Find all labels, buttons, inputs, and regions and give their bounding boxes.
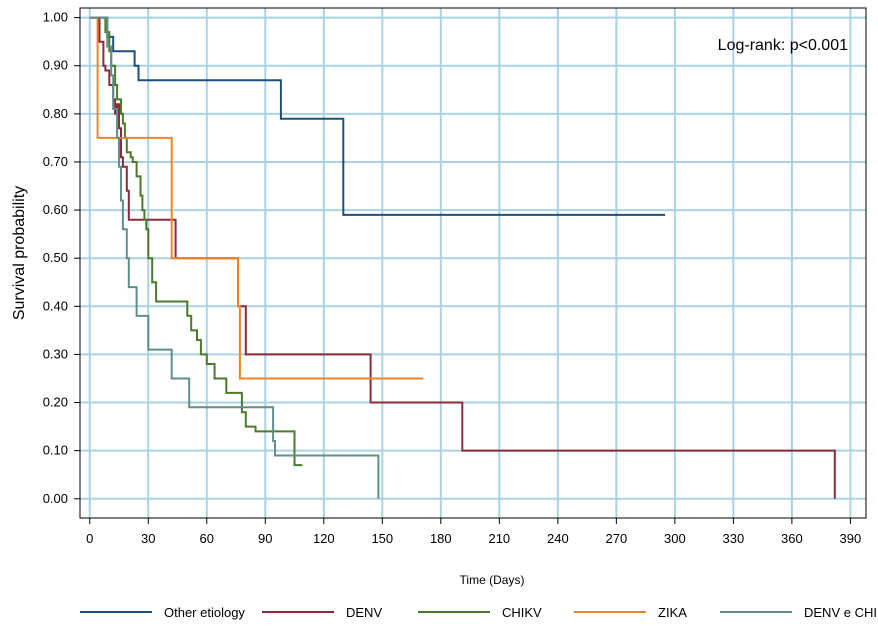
legend-item-chikv: CHIKV	[418, 600, 542, 624]
y-tick-label: 0.40	[43, 298, 68, 313]
logrank-annotation: Log-rank: p<0.001	[718, 37, 848, 54]
grid-lines	[80, 8, 866, 518]
series-line-denv-e-chikv	[89, 16, 380, 499]
x-tick-label: 240	[547, 531, 569, 546]
x-tick-label: 30	[141, 531, 155, 546]
x-tick-label: 360	[781, 531, 803, 546]
y-tick-label: 0.00	[43, 491, 68, 506]
y-tick-label: 0.70	[43, 154, 68, 169]
legend: Other etiology DENV CHIKV ZIKA DENV e CHIKV	[0, 600, 878, 624]
x-tick-label: 180	[430, 531, 452, 546]
axes: 0 30 60 90 120 150 180 210 240 270 300 330 360 390 0.0…	[43, 10, 862, 546]
legend-label: CHIKV	[502, 604, 542, 620]
y-tick-label: 1.00	[43, 10, 68, 25]
x-tick-label: 60	[200, 531, 214, 546]
legend-swatch	[574, 611, 646, 613]
series-line-other-etiology	[89, 16, 666, 216]
series-lines	[89, 16, 836, 499]
x-tick-label: 390	[840, 531, 862, 546]
x-tick-label: 210	[488, 531, 510, 546]
y-tick-label: 0.80	[43, 106, 68, 121]
x-tick-label: 330	[723, 531, 745, 546]
y-tick-label: 0.60	[43, 202, 68, 217]
plot-frame	[79, 7, 867, 519]
legend-label: Other etiology	[164, 604, 245, 620]
legend-item-zika: ZIKA	[574, 600, 687, 624]
y-tick-label: 0.90	[43, 58, 68, 73]
series-line-denv	[89, 16, 836, 499]
survival-chart: 0 30 60 90 120 150 180 210 240 270 300 330 360 390 0.0…	[11, 7, 867, 587]
x-tick-label: 300	[664, 531, 686, 546]
x-tick-label: 270	[606, 531, 628, 546]
legend-item-other-etiology: Other etiology	[80, 600, 245, 624]
y-tick-label: 0.30	[43, 346, 68, 361]
x-tick-label: 0	[86, 531, 93, 546]
y-tick-label: 0.50	[43, 250, 68, 265]
x-axis-title: Time (Days)	[460, 573, 525, 587]
legend-label: DENV e CHIKV	[804, 604, 878, 620]
legend-item-denv-e-chikv: DENV e CHIKV	[720, 600, 878, 624]
legend-swatch	[262, 611, 334, 613]
legend-swatch	[720, 611, 792, 613]
y-tick-label: 0.10	[43, 443, 68, 458]
x-tick-label: 150	[371, 531, 393, 546]
legend-swatch	[80, 611, 152, 613]
y-tick-label: 0.20	[43, 395, 68, 410]
legend-label: DENV	[346, 604, 383, 620]
series-line-chikv	[89, 16, 303, 467]
series-line-zika	[89, 16, 424, 380]
legend-label: ZIKA	[658, 604, 687, 620]
x-tick-label: 90	[258, 531, 272, 546]
x-tick-label: 120	[313, 531, 335, 546]
legend-item-denv: DENV	[262, 600, 382, 624]
y-axis-title: Survival probability	[11, 186, 28, 320]
legend-swatch	[418, 611, 490, 613]
